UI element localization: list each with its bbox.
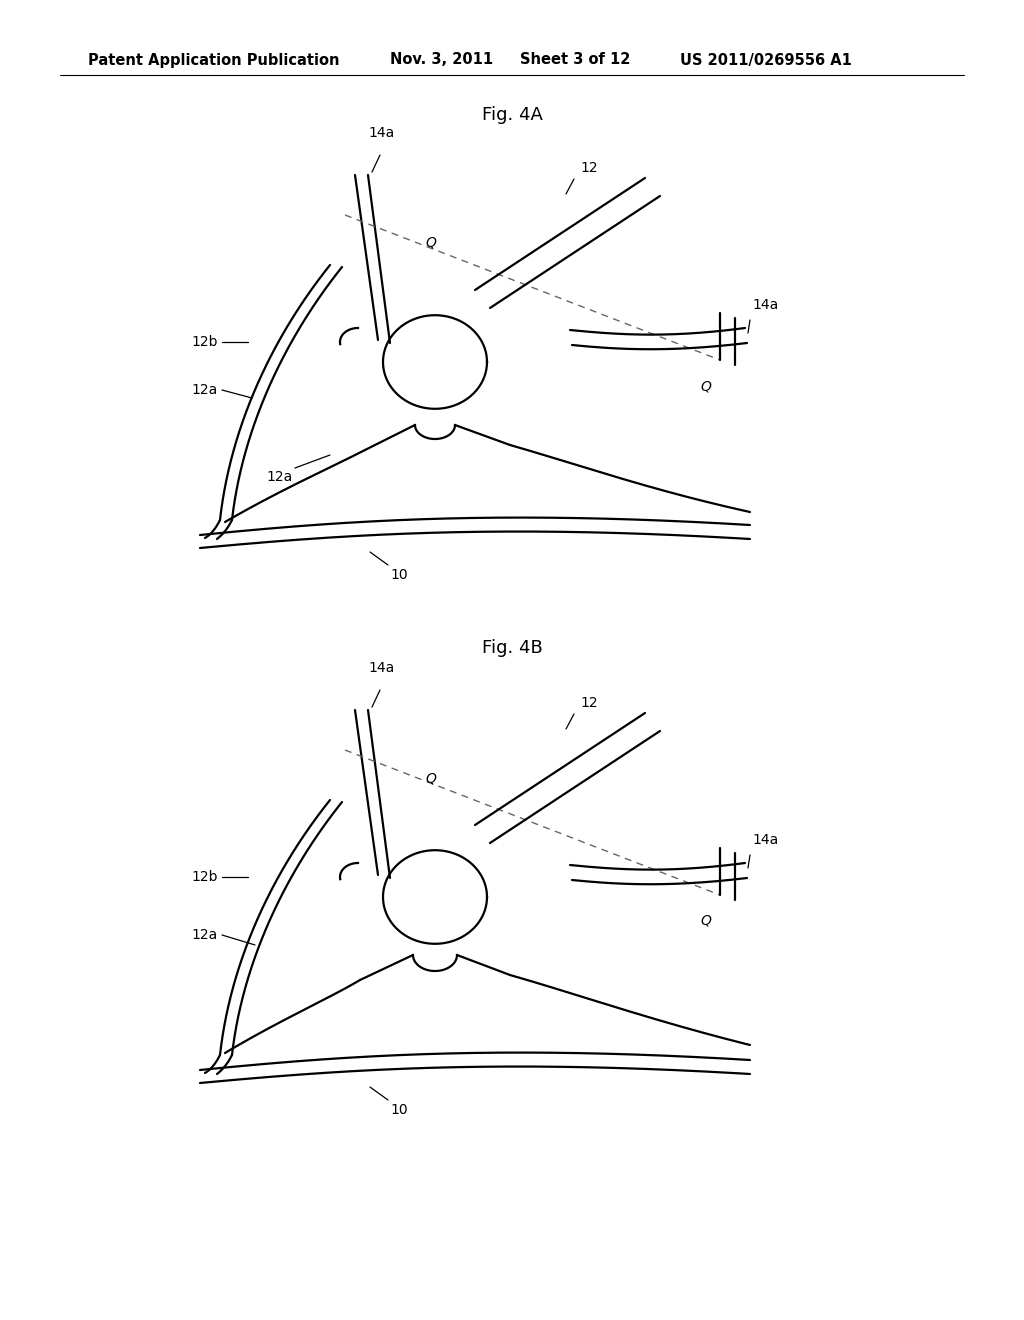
- Text: Q: Q: [700, 913, 711, 928]
- Text: 14a: 14a: [752, 298, 778, 312]
- Text: Q: Q: [425, 236, 436, 249]
- Text: US 2011/0269556 A1: US 2011/0269556 A1: [680, 53, 852, 67]
- Text: 10: 10: [390, 1104, 408, 1117]
- Text: 14a: 14a: [752, 833, 778, 847]
- Text: Sheet 3 of 12: Sheet 3 of 12: [520, 53, 631, 67]
- Text: 10: 10: [390, 568, 408, 582]
- Text: 12b: 12b: [191, 870, 218, 884]
- Text: 12b: 12b: [191, 335, 218, 348]
- Text: Fig. 4B: Fig. 4B: [481, 639, 543, 657]
- Text: 14a: 14a: [369, 661, 395, 675]
- Text: Nov. 3, 2011: Nov. 3, 2011: [390, 53, 494, 67]
- Text: 12a: 12a: [191, 383, 218, 397]
- Text: 14a: 14a: [369, 125, 395, 140]
- Text: 12a: 12a: [191, 928, 218, 942]
- Text: Q: Q: [425, 771, 436, 785]
- Text: 12a: 12a: [267, 470, 293, 484]
- Text: Patent Application Publication: Patent Application Publication: [88, 53, 340, 67]
- Text: Fig. 4A: Fig. 4A: [481, 106, 543, 124]
- Text: 12: 12: [580, 161, 598, 176]
- Text: 12: 12: [580, 696, 598, 710]
- Text: Q: Q: [700, 379, 711, 393]
